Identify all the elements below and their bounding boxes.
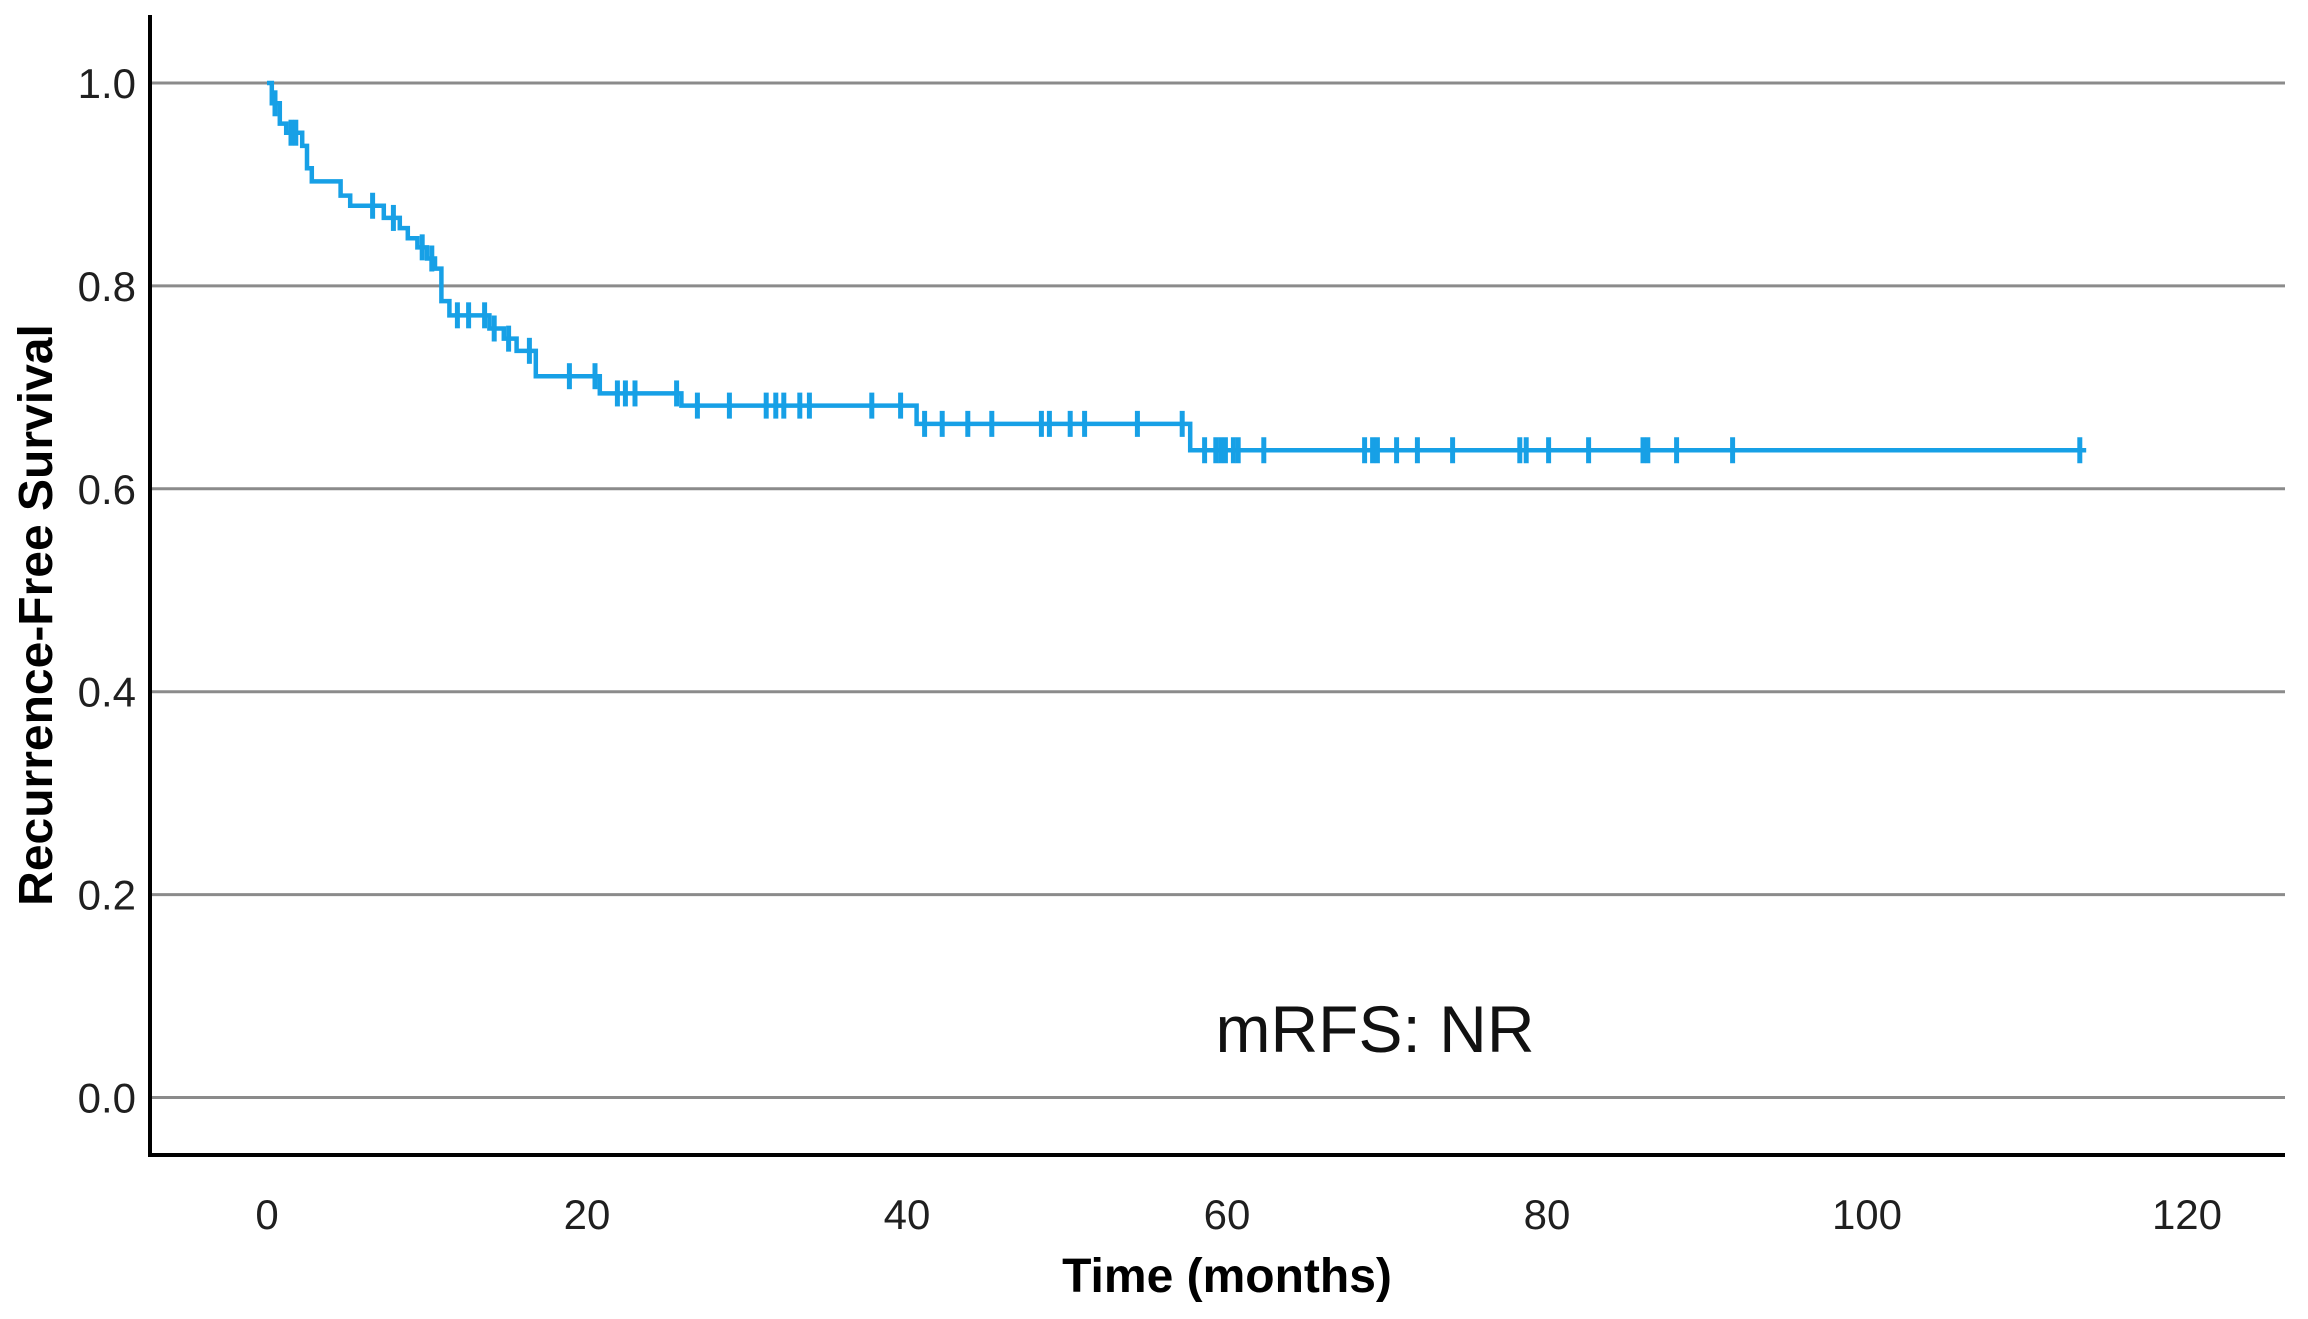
x-tick-label: 60 — [1204, 1191, 1251, 1238]
y-tick-label: 1.0 — [78, 60, 136, 107]
x-tick-label: 120 — [2152, 1191, 2222, 1238]
gridline-group — [150, 81, 2285, 1099]
y-axis-title: Recurrence-Free Survival — [10, 324, 63, 906]
survival-curve-group — [267, 80, 2087, 464]
x-tick-label: 40 — [884, 1191, 931, 1238]
x-tick-label: 0 — [255, 1191, 278, 1238]
y-tick-label: 0.6 — [78, 466, 136, 513]
y-tick-label: 0.2 — [78, 872, 136, 919]
axes-group — [148, 15, 2285, 1157]
x-axis-title: Time (months) — [1062, 1250, 1392, 1303]
y-tick-label: 0.8 — [78, 263, 136, 310]
y-tick-label: 0.0 — [78, 1075, 136, 1122]
x-tick-label: 20 — [564, 1191, 611, 1238]
x-tick-label: 80 — [1524, 1191, 1571, 1238]
y-tick-label: 0.4 — [78, 669, 136, 716]
tick-label-group: 0.0 0.2 0.4 0.6 0.8 1.0 0 20 40 60 80 100 120 — [78, 60, 2222, 1238]
median-rfs-annotation: mRFS: NR — [1216, 992, 1535, 1066]
survival-curve — [267, 80, 2087, 453]
x-tick-label: 100 — [1832, 1191, 1902, 1238]
